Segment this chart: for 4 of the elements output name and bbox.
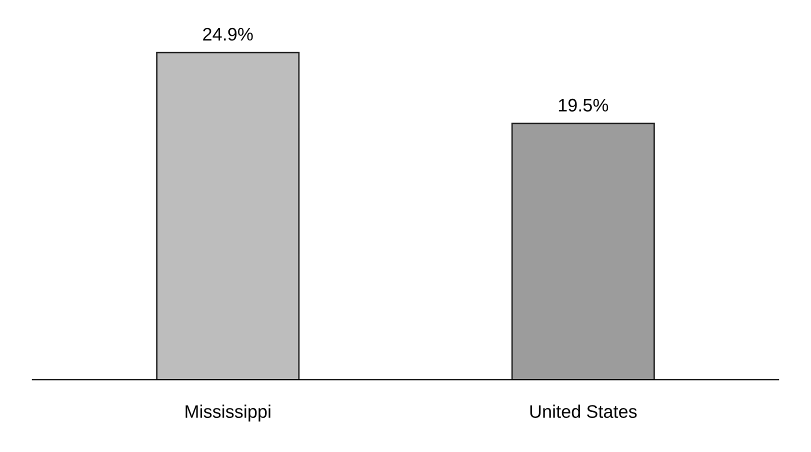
x-tick-label: United States — [530, 404, 637, 418]
data-label: 24.9% — [203, 28, 253, 41]
x-tick-label: Mississippi — [186, 404, 270, 422]
data-label: 19.5% — [558, 98, 608, 112]
